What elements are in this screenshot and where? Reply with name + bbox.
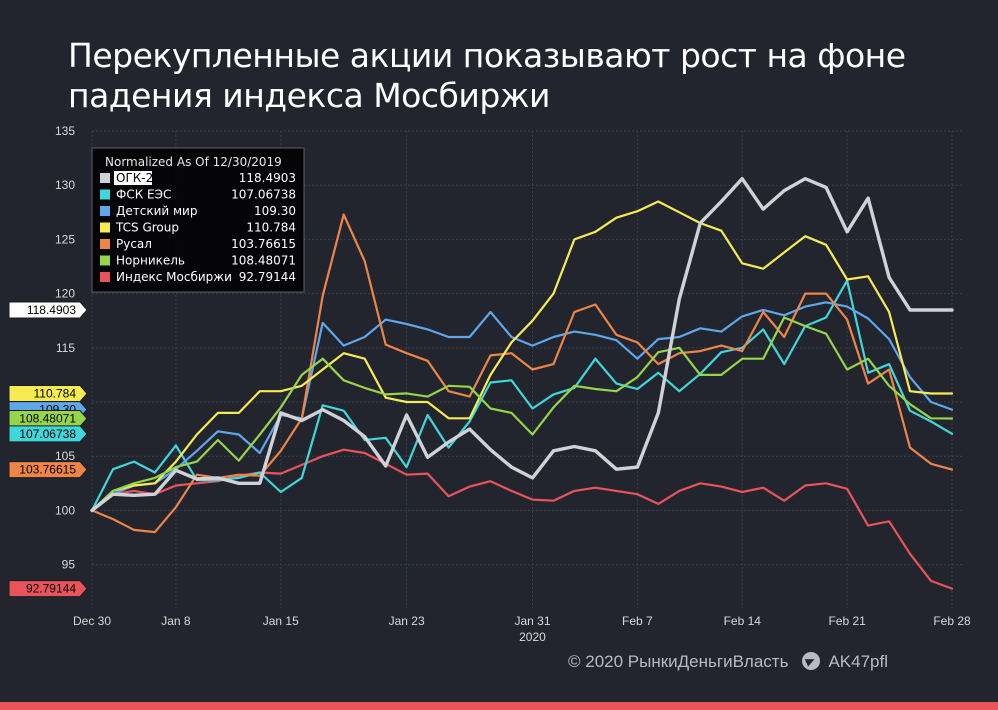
legend-swatch (100, 272, 110, 282)
legend-series-name: ОГК-2 (116, 171, 153, 185)
copyright-text: © 2020 РынкиДеньгиВласть (568, 652, 789, 671)
y-tick-label: 115 (56, 341, 75, 355)
x-tick-label: Dec 30 (73, 614, 111, 628)
series-lines (90, 177, 954, 590)
series-line (90, 213, 954, 534)
series-line (90, 177, 954, 513)
legend-series-value: 92.79144 (239, 270, 296, 284)
legend: Normalized As Of 12/30/2019 ОГК-2 118.4903… (91, 147, 305, 293)
series-line (90, 200, 954, 512)
value-tag (8, 425, 88, 443)
legend-series-name: TCS Group (115, 221, 179, 235)
value-tag-label: 107.06738 (19, 427, 76, 441)
legend-swatch (100, 222, 110, 233)
chart-title: Перекупленные акции показывают рост на ф… (68, 36, 906, 115)
legend-highlight (114, 171, 152, 185)
x-tick-label: Jan 8 (161, 614, 191, 628)
x-tick-label: Feb 7 (622, 614, 653, 628)
x-tick-label: Feb 14 (724, 614, 762, 628)
legend-series-name: Норникель (116, 254, 185, 268)
x-tick-label: Feb 21 (828, 614, 866, 628)
legend-swatch (100, 189, 110, 200)
telegram-icon (802, 652, 821, 670)
y-tick-label: 135 (55, 124, 75, 138)
legend-series-name: ФСК ЕЭС (116, 188, 171, 202)
legend-swatch (100, 206, 110, 216)
legend-series-value: 103.76615 (231, 237, 296, 251)
legend-series-name: Индекс Мосбиржи (116, 270, 232, 284)
y-tick-label: 130 (55, 178, 75, 192)
legend-series-value: 107.06738 (231, 188, 296, 202)
series-line (90, 448, 954, 590)
x-tick-label: Jan 15 (263, 614, 299, 628)
x-tick-label: Jan 31 (514, 614, 550, 628)
y-tick-label: 125 (55, 232, 75, 246)
legend-swatch (100, 173, 110, 183)
value-tag (8, 461, 88, 479)
bottom-accent-bar (0, 702, 998, 710)
legend-swatch (100, 255, 110, 266)
legend-series-value: 110.784 (246, 221, 296, 235)
series-line (90, 279, 954, 512)
telegram-handle[interactable]: AK47pfl (828, 652, 888, 671)
x-axis: Dec 30 Jan 8 Jan 15 Jan 23 Jan 31 2020 Feb 7 Fe… (73, 614, 971, 644)
legend-series-value: 109.30 (254, 204, 296, 218)
value-tag-label: 118.4903 (27, 303, 76, 317)
value-tag (8, 580, 88, 598)
y-tick-label: 120 (55, 287, 75, 301)
series-line (90, 301, 954, 512)
y-tick-label: 95 (62, 558, 76, 572)
legend-series-name: Детский мир (116, 204, 197, 218)
series-line (90, 316, 954, 512)
x-tick-label: Jan 23 (389, 614, 425, 628)
footer: © 2020 РынкиДеньгиВласть AK47pfl (568, 652, 888, 672)
legend-swatch (100, 239, 110, 249)
y-axis: 95100105110115120125130135 (55, 124, 75, 572)
x-tick-year-label: 2020 (519, 630, 546, 644)
value-tag (8, 385, 88, 403)
legend-series-value: 108.48071 (231, 254, 296, 268)
legend-series-value: 118.4903 (239, 171, 296, 185)
value-tag-label: 108.48071 (19, 411, 76, 425)
value-tag-label: 92.79144 (26, 582, 76, 596)
value-tag-label: 103.76615 (19, 463, 76, 477)
x-tick-label: Feb 28 (933, 614, 971, 628)
y-tick-label: 100 (55, 503, 75, 517)
last-value-tags: 118.4903110.784109.30108.48071107.067381… (8, 301, 88, 598)
value-tag-label: 110.784 (34, 387, 77, 401)
value-tag (8, 409, 88, 427)
legend-header: Normalized As Of 12/30/2019 (105, 155, 282, 169)
value-tag (8, 301, 88, 319)
y-tick-label: 105 (55, 449, 75, 463)
legend-series-name: Русал (116, 237, 152, 251)
